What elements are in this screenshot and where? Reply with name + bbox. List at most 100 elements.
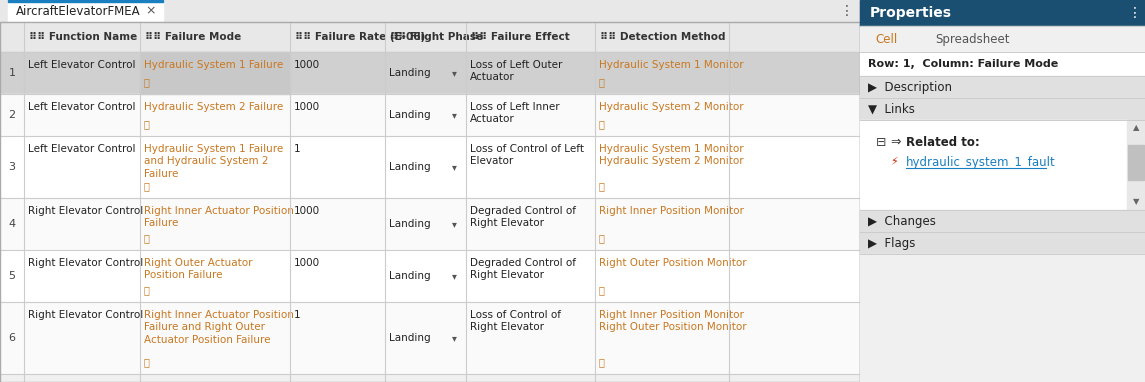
Text: ⠿⠿ Failure Effect: ⠿⠿ Failure Effect bbox=[471, 32, 570, 42]
Bar bbox=[0, 22, 860, 52]
Text: Cell: Cell bbox=[875, 32, 898, 45]
Bar bbox=[1127, 120, 1145, 210]
Text: 1: 1 bbox=[294, 144, 301, 154]
Text: ▾: ▾ bbox=[451, 271, 457, 281]
Bar bbox=[1128, 145, 1144, 180]
Text: 🔗: 🔗 bbox=[144, 77, 150, 87]
Text: ⚡: ⚡ bbox=[890, 157, 898, 167]
Text: ⠿⠿ Flight Phase: ⠿⠿ Flight Phase bbox=[390, 32, 483, 42]
Text: Left Elevator Control: Left Elevator Control bbox=[27, 144, 135, 154]
Text: Hydraulic System 1 Monitor
Hydraulic System 2 Monitor: Hydraulic System 1 Monitor Hydraulic Sys… bbox=[599, 144, 743, 167]
Text: Left Elevator Control: Left Elevator Control bbox=[27, 102, 135, 112]
Text: ×: × bbox=[145, 5, 156, 18]
Text: Loss of Control of
Right Elevator: Loss of Control of Right Elevator bbox=[469, 310, 561, 332]
Text: 1000: 1000 bbox=[294, 60, 321, 70]
Text: ⠿⠿ Failure Rate (E-06): ⠿⠿ Failure Rate (E-06) bbox=[295, 32, 425, 42]
Bar bbox=[860, 120, 1127, 210]
Text: ▾: ▾ bbox=[451, 333, 457, 343]
Bar bbox=[860, 0, 1145, 26]
Text: ⋮: ⋮ bbox=[840, 4, 854, 18]
Text: 3: 3 bbox=[8, 162, 16, 172]
Bar bbox=[860, 26, 1145, 52]
Bar bbox=[860, 232, 1145, 254]
Text: Right Elevator Control: Right Elevator Control bbox=[27, 206, 143, 216]
Bar bbox=[860, 210, 1145, 232]
Text: Row: 1,  Column: Failure Mode: Row: 1, Column: Failure Mode bbox=[868, 59, 1058, 69]
Text: ▲: ▲ bbox=[1132, 123, 1139, 133]
Text: 🔗: 🔗 bbox=[599, 233, 605, 243]
Text: 1000: 1000 bbox=[294, 102, 321, 112]
Text: Landing: Landing bbox=[389, 271, 431, 281]
Bar bbox=[860, 52, 1145, 76]
Text: 🔗: 🔗 bbox=[144, 181, 150, 191]
Bar bbox=[0, 302, 860, 374]
Text: Right Elevator Control: Right Elevator Control bbox=[27, 258, 143, 268]
Bar bbox=[8, 0, 163, 22]
Text: Loss of Left Outer
Actuator: Loss of Left Outer Actuator bbox=[469, 60, 562, 83]
Text: 1000: 1000 bbox=[294, 258, 321, 268]
Text: Right Inner Position Monitor
Right Outer Position Monitor: Right Inner Position Monitor Right Outer… bbox=[599, 310, 747, 332]
Bar bbox=[0, 94, 860, 136]
Text: 🔗: 🔗 bbox=[144, 285, 150, 295]
Text: ▼: ▼ bbox=[1132, 197, 1139, 207]
Text: 1000: 1000 bbox=[294, 206, 321, 216]
Text: 1: 1 bbox=[8, 68, 16, 78]
Bar bbox=[0, 0, 860, 22]
Text: ⠿⠿ Detection Method: ⠿⠿ Detection Method bbox=[600, 32, 726, 42]
Text: 5: 5 bbox=[8, 271, 16, 281]
Text: Loss of Left Inner
Actuator: Loss of Left Inner Actuator bbox=[469, 102, 560, 125]
Text: ▶  Changes: ▶ Changes bbox=[868, 215, 935, 228]
Text: ▶  Description: ▶ Description bbox=[868, 81, 951, 94]
Bar bbox=[0, 22, 860, 382]
Text: Right Outer Position Monitor: Right Outer Position Monitor bbox=[599, 258, 747, 268]
Text: ▾: ▾ bbox=[451, 162, 457, 172]
Bar bbox=[0, 52, 860, 94]
Text: Hydraulic System 1 Failure
and Hydraulic System 2
Failure: Hydraulic System 1 Failure and Hydraulic… bbox=[144, 144, 283, 179]
Text: 6: 6 bbox=[8, 333, 16, 343]
Text: 4: 4 bbox=[8, 219, 16, 229]
Text: Landing: Landing bbox=[389, 219, 431, 229]
Text: AircraftElevatorFMEA: AircraftElevatorFMEA bbox=[16, 5, 141, 18]
Text: 🔗: 🔗 bbox=[599, 119, 605, 129]
Text: Hydraulic System 2 Failure: Hydraulic System 2 Failure bbox=[144, 102, 283, 112]
Bar bbox=[140, 52, 290, 94]
Text: 🔗: 🔗 bbox=[599, 357, 605, 367]
Text: ▾: ▾ bbox=[451, 219, 457, 229]
Text: Properties: Properties bbox=[870, 6, 951, 20]
Text: Related to:: Related to: bbox=[906, 136, 980, 149]
Bar bbox=[0, 250, 860, 302]
Text: Degraded Control of
Right Elevator: Degraded Control of Right Elevator bbox=[469, 258, 576, 280]
Text: Hydraulic System 2 Monitor: Hydraulic System 2 Monitor bbox=[599, 102, 743, 112]
Text: ▼  Links: ▼ Links bbox=[868, 102, 915, 115]
Text: ▾: ▾ bbox=[451, 110, 457, 120]
Text: Degraded Control of
Right Elevator: Degraded Control of Right Elevator bbox=[469, 206, 576, 228]
Text: ⇒: ⇒ bbox=[890, 136, 900, 149]
Text: hydraulic_system_1_fault: hydraulic_system_1_fault bbox=[906, 155, 1056, 168]
Bar bbox=[860, 254, 1145, 382]
Text: 1: 1 bbox=[294, 310, 301, 320]
Bar bbox=[0, 198, 860, 250]
Text: Landing: Landing bbox=[389, 68, 431, 78]
Text: 2: 2 bbox=[8, 110, 16, 120]
Text: Right Outer Actuator
Position Failure: Right Outer Actuator Position Failure bbox=[144, 258, 253, 280]
Text: Right Inner Actuator Position
Failure: Right Inner Actuator Position Failure bbox=[144, 206, 294, 228]
Text: Right Inner Actuator Position
Failure and Right Outer
Actuator Position Failure: Right Inner Actuator Position Failure an… bbox=[144, 310, 294, 345]
Text: Right Elevator Control: Right Elevator Control bbox=[27, 310, 143, 320]
Text: Left Elevator Control: Left Elevator Control bbox=[27, 60, 135, 70]
Text: Loss of Control of Left
Elevator: Loss of Control of Left Elevator bbox=[469, 144, 584, 167]
Text: Landing: Landing bbox=[389, 162, 431, 172]
Text: 🔗: 🔗 bbox=[599, 77, 605, 87]
Bar bbox=[860, 76, 1145, 98]
Text: Landing: Landing bbox=[389, 333, 431, 343]
Text: Landing: Landing bbox=[389, 110, 431, 120]
Text: ▶  Flags: ▶ Flags bbox=[868, 236, 915, 249]
Text: ▾: ▾ bbox=[451, 68, 457, 78]
Bar bbox=[860, 98, 1145, 120]
Text: Spreadsheet: Spreadsheet bbox=[935, 32, 1010, 45]
Bar bbox=[0, 136, 860, 198]
Text: 🔗: 🔗 bbox=[144, 233, 150, 243]
Text: 🔗: 🔗 bbox=[144, 119, 150, 129]
Text: 🔗: 🔗 bbox=[599, 285, 605, 295]
Text: 🔗: 🔗 bbox=[144, 357, 150, 367]
Text: ⊟: ⊟ bbox=[876, 136, 886, 149]
